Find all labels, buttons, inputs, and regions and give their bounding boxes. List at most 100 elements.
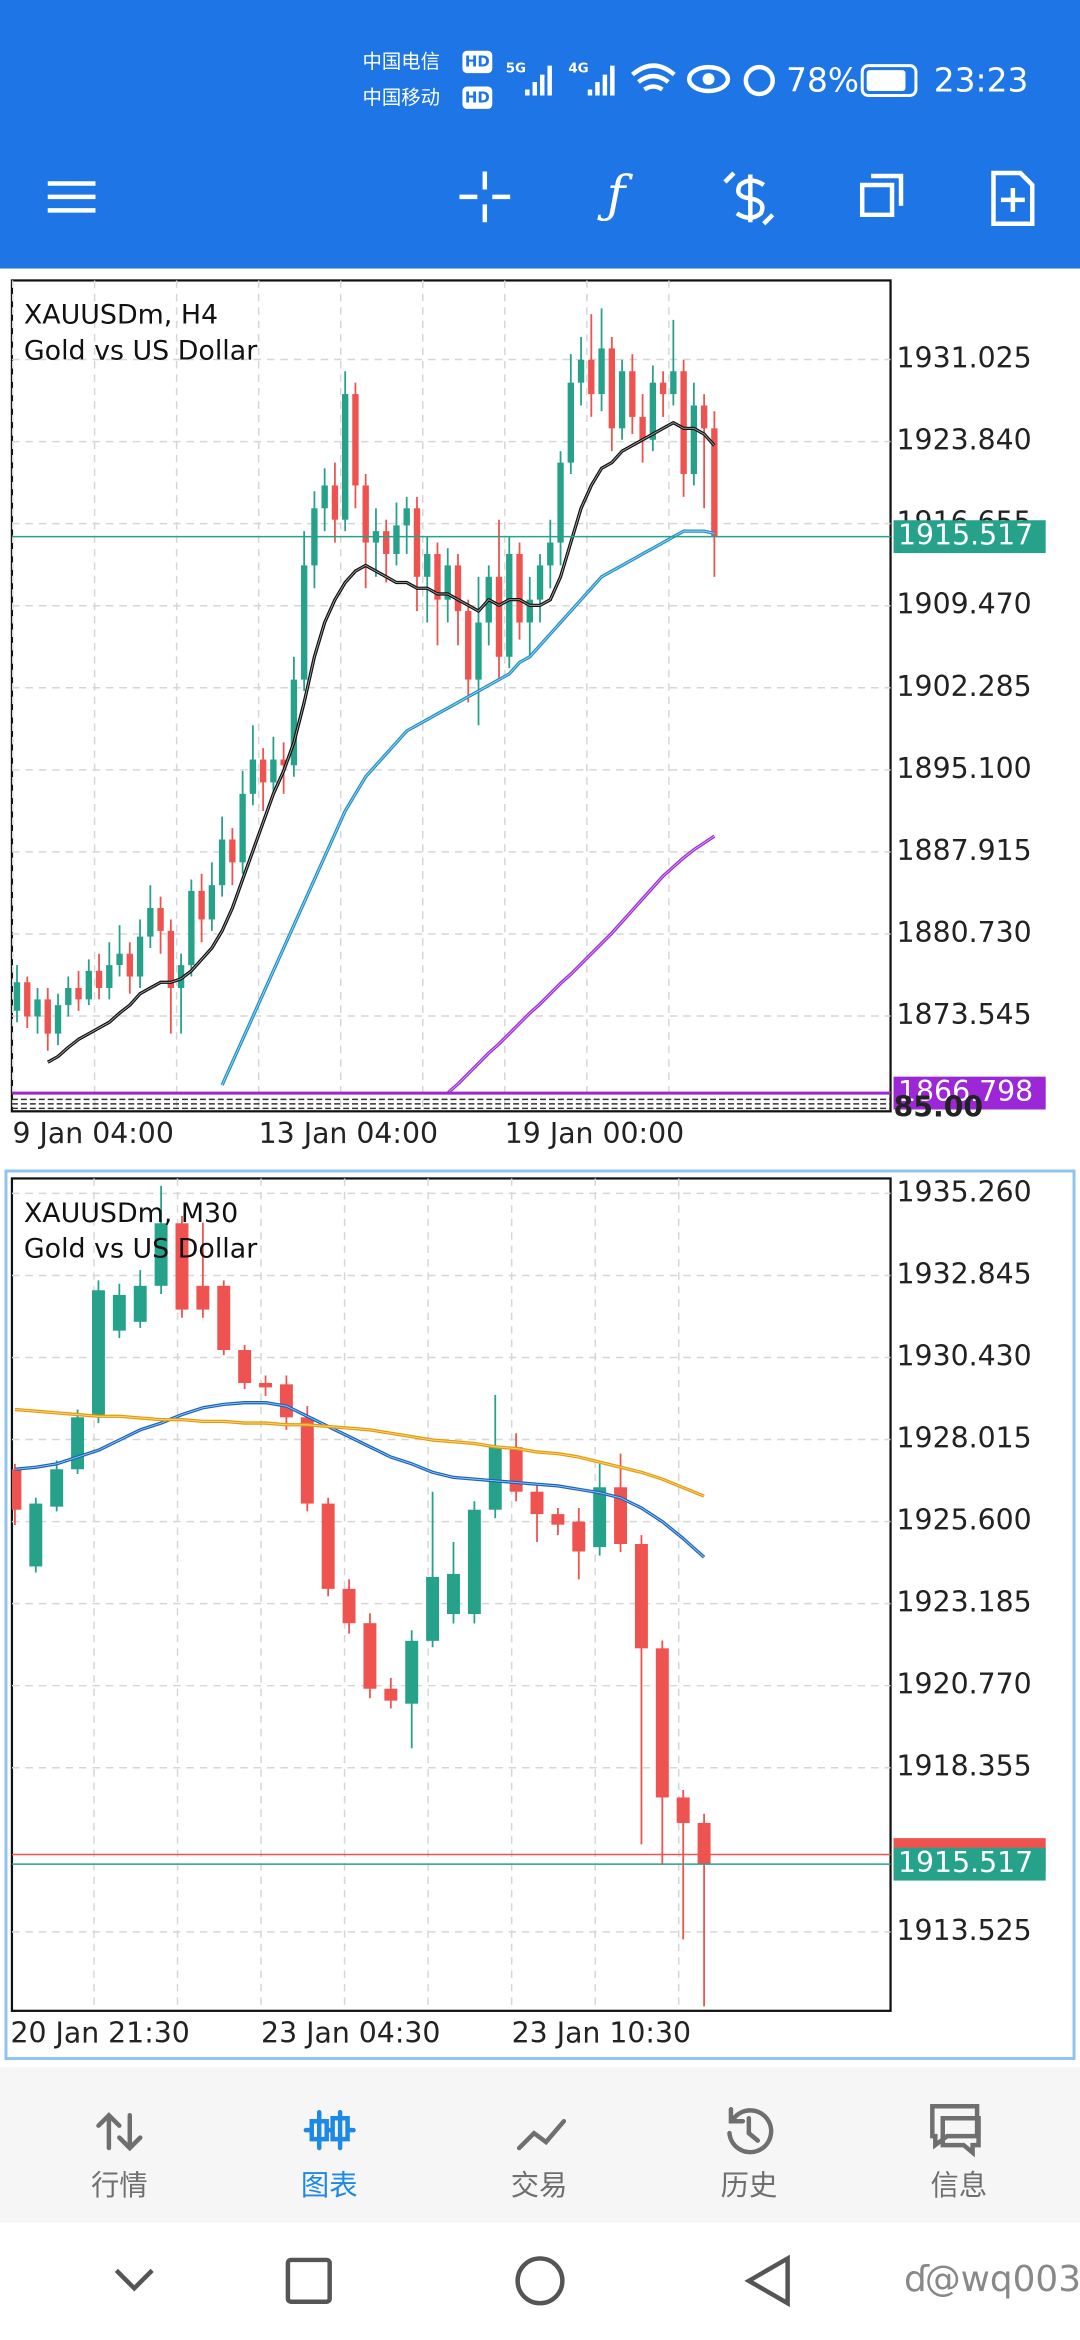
candle-body (536, 565, 544, 600)
y-tick-label: 1923.840 (897, 424, 1032, 457)
candle-body (50, 1469, 64, 1507)
candle-body (403, 508, 410, 526)
nav-label[interactable]: 信息 (931, 2169, 988, 2202)
candle-body (551, 1514, 565, 1525)
battery-level: 78% (786, 62, 859, 100)
x-tick-label: 9 Jan 04:00 (13, 1117, 174, 1150)
crosshair-button[interactable] (459, 171, 511, 223)
candle-body (239, 793, 246, 863)
candle-body (495, 576, 503, 657)
candle-body (270, 759, 277, 783)
battery-fill (866, 70, 906, 91)
eye-pupil (702, 73, 715, 86)
nav-label[interactable]: 行情 (91, 2169, 148, 2202)
candle-body (175, 1223, 189, 1310)
candle-body (424, 553, 431, 577)
candle-body (154, 1223, 168, 1286)
candle-body (331, 485, 339, 520)
axis-overlap-label: 85.00 (894, 1090, 984, 1123)
nav-label[interactable]: 历史 (721, 2169, 778, 2202)
nav-icon[interactable] (930, 2104, 981, 2158)
alarm-icon (743, 64, 775, 97)
back-button[interactable] (744, 2254, 790, 2308)
candle-body (106, 965, 113, 988)
ma-line-core (47, 422, 715, 1063)
y-tick-label: 1887.915 (897, 834, 1032, 867)
nav-icon[interactable] (96, 2112, 143, 2152)
hd-label: HD (465, 53, 490, 71)
candle-body (91, 1290, 105, 1418)
candle-body (639, 416, 646, 440)
nav-label[interactable]: 图表 (301, 2169, 358, 2202)
carrier: 中国电信 (362, 50, 440, 73)
wifi-icon (631, 63, 676, 92)
active-chart-border[interactable] (4, 1169, 1076, 2061)
nav-icon[interactable] (727, 2107, 774, 2155)
clock: 23:23 (934, 62, 1029, 100)
candle-body (112, 1294, 126, 1331)
bid-label-box (893, 1847, 1046, 1881)
candle-body (547, 542, 554, 566)
bottom-nav (0, 2067, 1080, 2223)
candle-body (467, 1509, 481, 1615)
candle-body (670, 371, 677, 395)
candle-body (75, 987, 82, 1000)
x-tick-label: 20 Jan 21:30 (10, 2017, 189, 2050)
y-tick-label: 1909.470 (897, 588, 1032, 621)
candle-body (71, 1417, 85, 1470)
y-tick-label: 1880.730 (897, 916, 1032, 949)
new-order-button[interactable] (991, 170, 1035, 226)
candle-body (29, 1503, 43, 1567)
nav-icon[interactable] (516, 2118, 567, 2151)
windows-button[interactable] (859, 173, 904, 218)
home-button[interactable] (515, 2256, 565, 2306)
y-tick-label: 1902.285 (897, 670, 1032, 703)
battery-icon (860, 64, 918, 97)
bid-label-box (893, 520, 1046, 554)
menu-button[interactable] (47, 181, 96, 213)
candle-body (24, 982, 31, 1017)
candle-body (618, 371, 626, 429)
candle-body (577, 359, 585, 383)
candle-body (249, 759, 257, 794)
y-tick-label: 1918.355 (897, 1750, 1032, 1783)
candle-body (447, 1573, 460, 1615)
candle-body (218, 839, 226, 886)
candle-body (676, 1797, 690, 1823)
nav-icon[interactable] (303, 2110, 356, 2151)
nav-label[interactable]: 交易 (511, 2169, 568, 2202)
candle-body (198, 890, 205, 920)
candle-body (434, 553, 441, 600)
y-tick-label: 1935.260 (897, 1175, 1032, 1208)
candle-body (608, 348, 616, 429)
candle-body (655, 1648, 669, 1798)
candle-body (116, 953, 123, 966)
candle-body (290, 679, 298, 766)
candle-body (362, 485, 369, 543)
candle-body (342, 1588, 356, 1624)
hide-button[interactable] (114, 2268, 154, 2292)
ma-line-core (14, 1409, 705, 1497)
candle-body (593, 1487, 607, 1548)
candle-body (509, 1447, 523, 1492)
candle-body (157, 908, 164, 931)
trade-button[interactable] (723, 171, 775, 226)
candle-body (680, 371, 687, 475)
chart-title: XAUUSDm, M30 (24, 1198, 238, 1229)
indicator-label-box (893, 1076, 1046, 1110)
app-bar (0, 0, 1080, 269)
candle-body (321, 1503, 335, 1589)
candle-body (34, 999, 41, 1017)
candle-body (300, 565, 308, 680)
candle-body (413, 508, 421, 577)
x-tick-label: 23 Jan 10:30 (512, 2017, 691, 2050)
recent-button[interactable] (285, 2257, 332, 2304)
y-tick-label: 1930.430 (897, 1339, 1032, 1372)
candle-body (384, 1688, 398, 1701)
y-tick-label: 1920.770 (897, 1668, 1032, 1701)
candle-body (426, 1576, 440, 1641)
candle-body (588, 359, 595, 395)
candle-body (279, 1384, 293, 1418)
hd-badge (462, 86, 493, 109)
candle-body (634, 1544, 648, 1649)
